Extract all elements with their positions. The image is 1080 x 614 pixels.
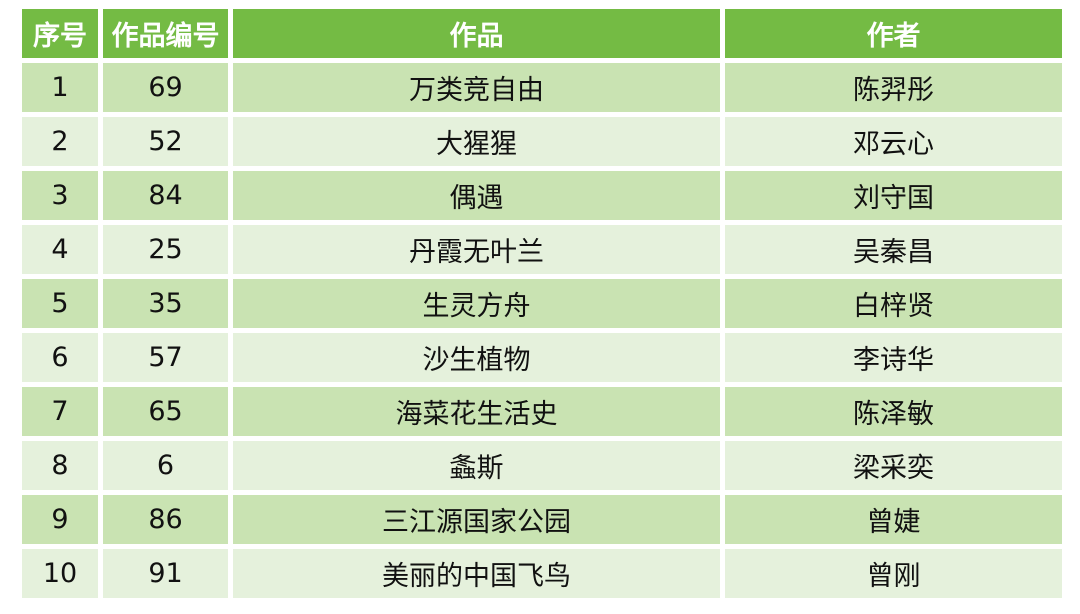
cell-work-no: 57 [103,333,228,382]
cell-author: 曾婕 [725,495,1062,544]
cell-work-no: 6 [103,441,228,490]
table-row: 9 86 三江源国家公园 曾婕 [22,495,1062,544]
header-cell-work-no: 作品编号 [103,9,228,58]
cell-work: 沙生植物 [233,333,720,382]
cell-work-no: 84 [103,171,228,220]
table-row: 8 6 螽斯 梁采奕 [22,441,1062,490]
cell-work: 偶遇 [233,171,720,220]
cell-author: 曾刚 [725,549,1062,598]
cell-author: 吴秦昌 [725,225,1062,274]
cell-work: 生灵方舟 [233,279,720,328]
cell-index: 4 [22,225,98,274]
cell-work-no: 69 [103,63,228,112]
header-cell-index: 序号 [22,9,98,58]
cell-work: 海菜花生活史 [233,387,720,436]
cell-work: 丹霞无叶兰 [233,225,720,274]
cell-index: 6 [22,333,98,382]
cell-author: 李诗华 [725,333,1062,382]
table-row: 6 57 沙生植物 李诗华 [22,333,1062,382]
cell-index: 2 [22,117,98,166]
header-row: 序号 作品编号 作品 作者 [22,9,1062,58]
cell-index: 3 [22,171,98,220]
cell-work-no: 25 [103,225,228,274]
cell-author: 陈泽敏 [725,387,1062,436]
cell-work: 三江源国家公园 [233,495,720,544]
cell-index: 10 [22,549,98,598]
cell-index: 9 [22,495,98,544]
table-row: 3 84 偶遇 刘守国 [22,171,1062,220]
table-row: 5 35 生灵方舟 白梓贤 [22,279,1062,328]
cell-author: 陈羿彤 [725,63,1062,112]
cell-author: 邓云心 [725,117,1062,166]
cell-work-no: 35 [103,279,228,328]
cell-work: 万类竞自由 [233,63,720,112]
cell-work-no: 91 [103,549,228,598]
cell-work: 美丽的中国飞鸟 [233,549,720,598]
cell-work-no: 86 [103,495,228,544]
cell-index: 5 [22,279,98,328]
table-row: 2 52 大猩猩 邓云心 [22,117,1062,166]
cell-work: 螽斯 [233,441,720,490]
table-body: 1 69 万类竞自由 陈羿彤 2 52 大猩猩 邓云心 3 84 偶遇 刘守国 … [22,63,1062,598]
cell-index: 1 [22,63,98,112]
header-cell-work: 作品 [233,9,720,58]
table-row: 4 25 丹霞无叶兰 吴秦昌 [22,225,1062,274]
works-table: 序号 作品编号 作品 作者 1 69 万类竞自由 陈羿彤 2 52 大猩猩 邓云… [17,4,1067,603]
table-header: 序号 作品编号 作品 作者 [22,9,1062,58]
cell-index: 8 [22,441,98,490]
table-row: 1 69 万类竞自由 陈羿彤 [22,63,1062,112]
header-cell-author: 作者 [725,9,1062,58]
cell-index: 7 [22,387,98,436]
cell-work: 大猩猩 [233,117,720,166]
table-row: 7 65 海菜花生活史 陈泽敏 [22,387,1062,436]
cell-author: 梁采奕 [725,441,1062,490]
cell-work-no: 52 [103,117,228,166]
cell-author: 白梓贤 [725,279,1062,328]
cell-author: 刘守国 [725,171,1062,220]
table-row: 10 91 美丽的中国飞鸟 曾刚 [22,549,1062,598]
cell-work-no: 65 [103,387,228,436]
